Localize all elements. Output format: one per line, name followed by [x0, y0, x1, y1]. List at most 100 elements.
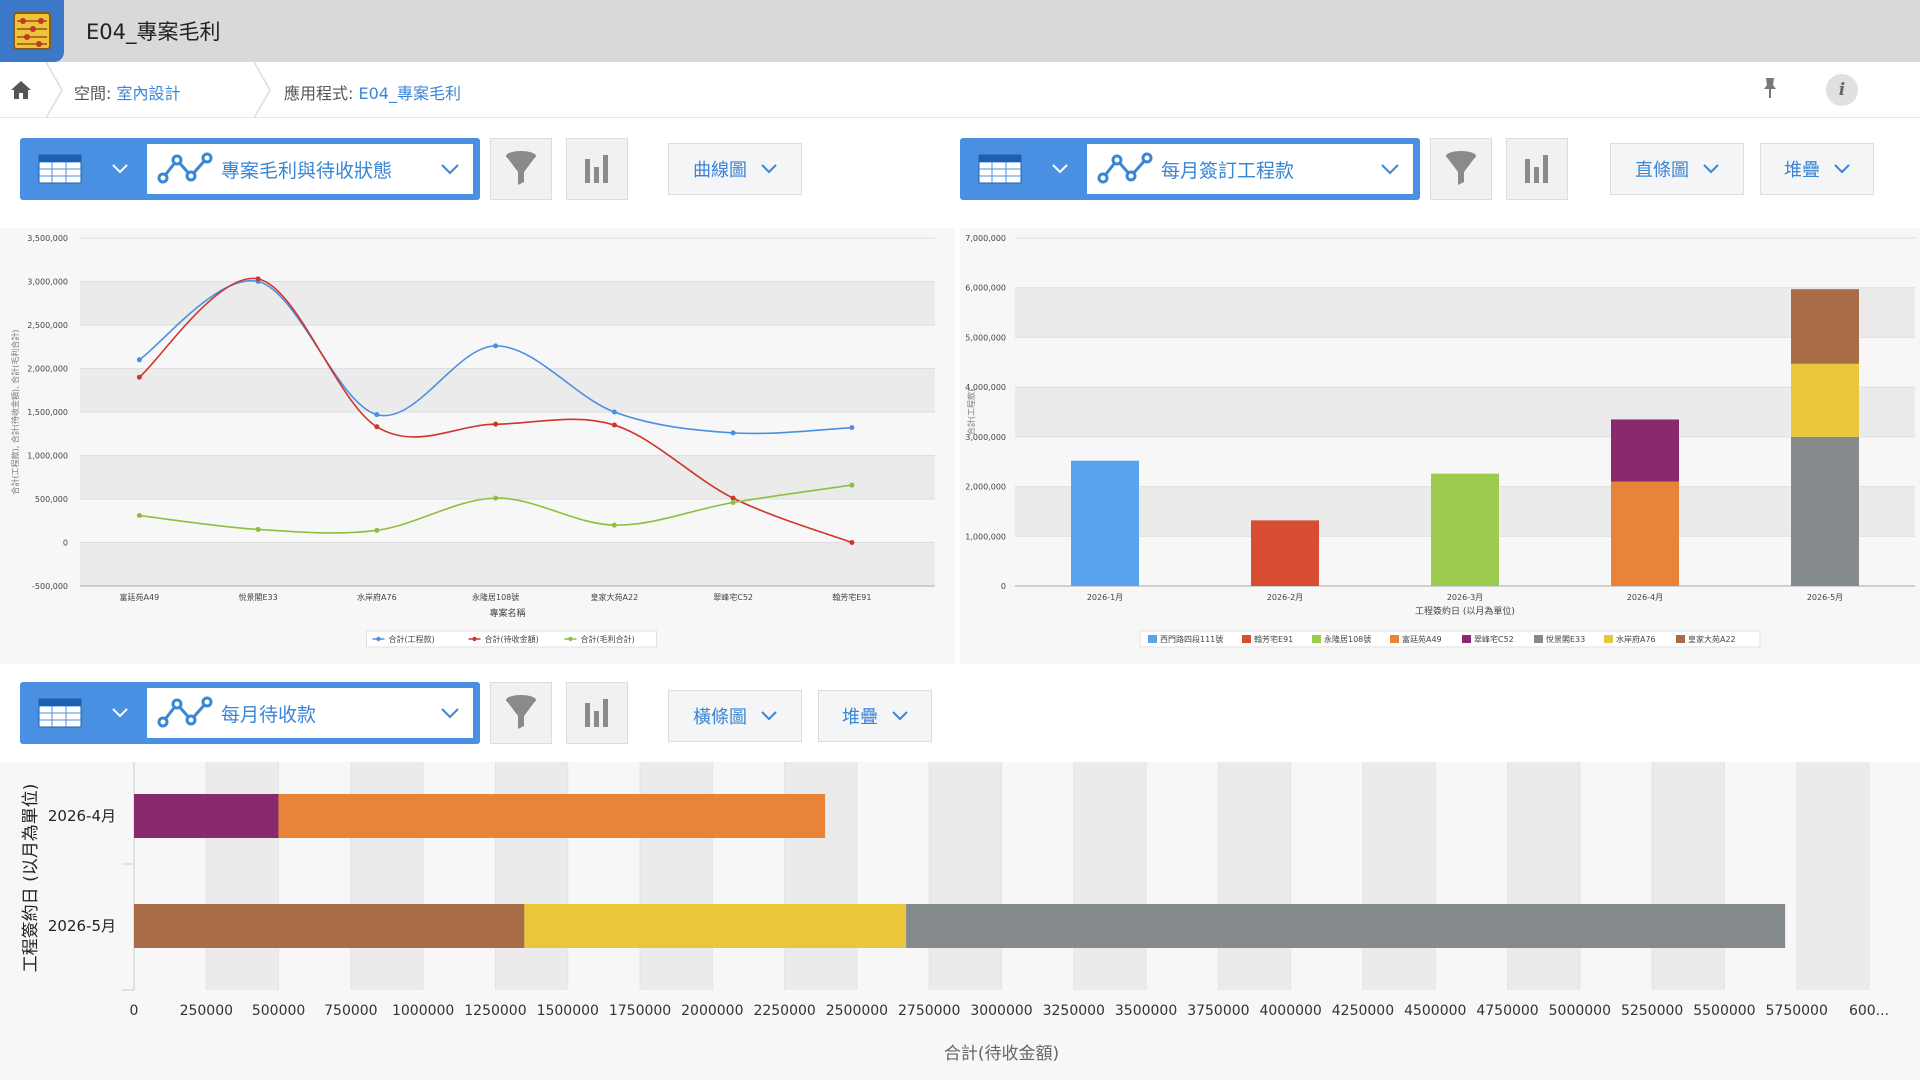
pin-icon[interactable]	[1760, 76, 1780, 100]
home-icon[interactable]	[10, 80, 32, 100]
x-tick-label: 永隆居108號	[472, 592, 519, 602]
y-tick-label: 5,000,000	[965, 333, 1006, 342]
grid-band	[1796, 762, 1869, 990]
x-tick-label: 500000	[252, 1003, 305, 1019]
chevron-down-icon[interactable]	[112, 164, 128, 174]
x-axis-title: 專案名稱	[489, 607, 525, 619]
grid-band	[80, 281, 935, 325]
legend-label: 翰芳宅E91	[1254, 634, 1293, 644]
grid-band	[1652, 762, 1725, 990]
legend-box	[1139, 630, 1761, 648]
legend-swatch	[1604, 635, 1613, 643]
chart-type-dropdown-1[interactable]: 曲線圖	[668, 143, 802, 195]
legend-marker	[472, 636, 477, 642]
breadcrumb-app[interactable]: 應用程式: E04_專案毛利	[284, 84, 461, 103]
toolbar-2: 每月簽訂工程款	[960, 138, 1420, 200]
filter-button[interactable]	[490, 682, 552, 744]
y-tick-label: 2026-4月	[48, 807, 116, 825]
x-tick-label: 4750000	[1476, 1003, 1538, 1019]
view-select-1[interactable]: 專案毛利與待收狀態	[146, 143, 474, 195]
grid-band	[80, 542, 935, 586]
bar-segment	[1791, 289, 1859, 364]
x-tick-label: 1500000	[537, 1003, 599, 1019]
stack-dropdown-2[interactable]: 堆疊	[1760, 143, 1874, 195]
x-tick-label: 5250000	[1621, 1003, 1683, 1019]
y-tick-label: 3,000,000	[27, 278, 68, 287]
data-point	[374, 527, 380, 533]
chart-settings-button[interactable]	[1506, 138, 1568, 200]
legend-swatch	[1312, 635, 1321, 643]
chevron-down-icon[interactable]	[1052, 164, 1068, 174]
x-tick-label: 2026-3月	[1447, 593, 1483, 602]
x-tick-label: 2250000	[753, 1003, 815, 1019]
table-icon[interactable]	[38, 154, 82, 184]
chevron-down-icon	[892, 711, 908, 721]
x-tick-label: 2000000	[681, 1003, 743, 1019]
x-tick-label: 2026-1月	[1087, 593, 1123, 602]
x-tick-label: 5750000	[1766, 1003, 1828, 1019]
chevron-down-icon	[1834, 164, 1850, 174]
legend-swatch	[1534, 635, 1543, 643]
chevron-down-icon[interactable]	[112, 708, 128, 718]
line-chart: -500,000 0 500,000 1,000,000 1,500,000 2,000,…	[10, 234, 935, 648]
x-tick-label: 2750000	[898, 1003, 960, 1019]
stacked-bar-chart: 0 250000 500000 750000 1000000 1250000 1500000…	[21, 762, 1889, 1064]
bar-segment	[1611, 481, 1679, 586]
breadcrumb-app-link[interactable]: E04_專案毛利	[358, 84, 461, 103]
y-axis-title: 工程簽約日 (以月為單位)	[21, 784, 41, 973]
grid-band	[80, 368, 935, 412]
chart-settings-button[interactable]	[566, 138, 628, 200]
x-tick-label: 3750000	[1187, 1003, 1249, 1019]
legend-swatch	[1676, 635, 1685, 643]
grid-band	[1015, 287, 1915, 338]
x-tick-label: 悅景閣E33	[239, 592, 278, 602]
x-tick-label: 1000000	[392, 1003, 454, 1019]
data-point	[611, 422, 617, 428]
chevron-down-icon	[1381, 164, 1399, 175]
y-tick-label: 2,000,000	[965, 483, 1006, 492]
legend-swatch	[1148, 635, 1157, 643]
legend-marker	[376, 636, 381, 642]
x-tick-label: 2026-4月	[1627, 593, 1663, 602]
filter-button[interactable]	[1430, 138, 1492, 200]
y-axis-title: 合計(工程款)	[966, 389, 976, 435]
data-point	[730, 495, 736, 501]
breadcrumb-space[interactable]: 空間: 室內設計	[74, 84, 181, 103]
legend-label: 合計(毛利合計)	[581, 634, 635, 644]
view-select-2[interactable]: 每月簽訂工程款	[1086, 143, 1414, 195]
bar-segment	[1611, 419, 1679, 482]
line-chart-icon	[1097, 152, 1153, 184]
x-tick-label: 1250000	[464, 1003, 526, 1019]
y-tick-label: 2,500,000	[27, 321, 68, 330]
bar-chart-icon	[585, 155, 608, 183]
line-chart-icon	[157, 696, 213, 728]
bar-chart-icon	[585, 699, 608, 727]
chart-type-dropdown-3[interactable]: 橫條圖	[668, 690, 802, 742]
table-icon[interactable]	[978, 154, 1022, 184]
chart-settings-button[interactable]	[566, 682, 628, 744]
view-select-3[interactable]: 每月待收款	[146, 687, 474, 739]
bar-segment	[1791, 363, 1859, 437]
y-tick-label: 2,000,000	[27, 365, 68, 374]
legend-box	[366, 630, 657, 648]
breadcrumb-space-link[interactable]: 室內設計	[116, 84, 181, 103]
y-tick-label: 3,500,000	[27, 234, 68, 243]
stack-dropdown-3[interactable]: 堆疊	[818, 690, 932, 742]
table-icon[interactable]	[38, 698, 82, 728]
y-tick-label: 0	[63, 539, 68, 548]
filter-button[interactable]	[490, 138, 552, 200]
chart-type-dropdown-2[interactable]: 直條圖	[1610, 143, 1744, 195]
toolbar-1: 專案毛利與待收狀態	[20, 138, 480, 200]
info-icon[interactable]: i	[1826, 74, 1858, 106]
data-point	[136, 513, 142, 519]
abacus-icon[interactable]	[0, 0, 64, 62]
data-point	[611, 409, 617, 415]
grid-band	[1507, 762, 1580, 990]
y-tick-label: 7,000,000	[965, 234, 1006, 243]
x-tick-label: 5500000	[1693, 1003, 1755, 1019]
data-point	[255, 276, 261, 282]
funnel-icon	[506, 695, 536, 729]
x-tick-label: 3500000	[1115, 1003, 1177, 1019]
x-tick-label: 2026-2月	[1267, 593, 1303, 602]
y-tick-label: 0	[1001, 582, 1006, 591]
